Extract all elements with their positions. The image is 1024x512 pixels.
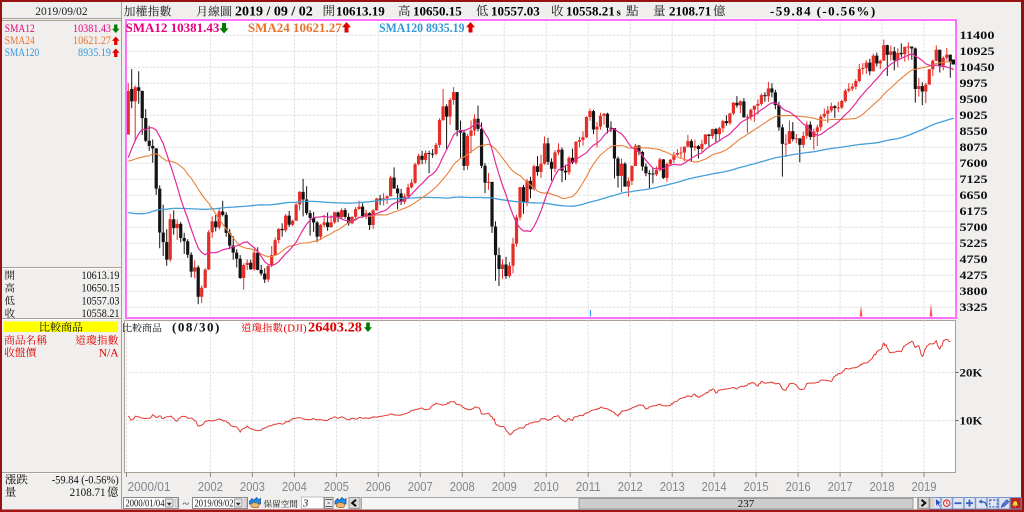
svg-text:2008: 2008	[450, 479, 475, 494]
svg-text:2108.71: 2108.71	[70, 487, 106, 499]
svg-text:2017: 2017	[828, 479, 853, 494]
svg-text:N/A: N/A	[99, 347, 120, 359]
svg-text:10558.21: 10558.21	[566, 4, 615, 19]
svg-text:2004: 2004	[282, 479, 307, 494]
svg-text:6175: 6175	[960, 206, 988, 218]
svg-text:7600: 7600	[960, 158, 988, 170]
svg-text:2019/09/02: 2019/09/02	[235, 5, 313, 20]
svg-text:10450: 10450	[960, 62, 995, 74]
svg-text:SMA12: SMA12	[5, 23, 35, 35]
svg-text:~: ~	[183, 497, 190, 511]
svg-text:6650: 6650	[960, 190, 988, 202]
svg-text:(DJI): (DJI)	[284, 323, 308, 335]
svg-text:9500: 9500	[960, 94, 988, 106]
svg-text:7125: 7125	[960, 174, 988, 186]
svg-text:SMA24: SMA24	[5, 35, 35, 47]
svg-text:SMA120: SMA120	[5, 47, 40, 59]
svg-text:s: s	[617, 7, 622, 19]
svg-text:10650.15: 10650.15	[82, 283, 120, 295]
svg-text:10K: 10K	[960, 416, 983, 428]
svg-text:2016: 2016	[786, 479, 811, 494]
svg-text:SMA12 10381.43: SMA12 10381.43	[126, 20, 220, 35]
svg-text:2006: 2006	[366, 479, 391, 494]
svg-text:2019/09/02: 2019/09/02	[195, 498, 234, 509]
svg-text:-59.84 (-0.56%): -59.84 (-0.56%)	[52, 475, 119, 487]
svg-text:11400: 11400	[960, 30, 995, 42]
svg-text:2005: 2005	[324, 479, 349, 494]
svg-text:8550: 8550	[960, 126, 988, 138]
svg-text:2019/09/02: 2019/09/02	[35, 6, 88, 18]
svg-text:5225: 5225	[960, 238, 988, 250]
svg-text:10925: 10925	[960, 46, 995, 58]
svg-text:SMA24 10621.27: SMA24 10621.27	[248, 20, 342, 35]
svg-text:10613.19: 10613.19	[336, 4, 385, 19]
svg-text:2002: 2002	[198, 479, 223, 494]
svg-text:10558.21: 10558.21	[82, 308, 120, 320]
svg-text:20K: 20K	[960, 367, 983, 379]
svg-text:2003: 2003	[240, 479, 265, 494]
svg-text:3800: 3800	[960, 286, 988, 298]
svg-text:10621.27: 10621.27	[73, 35, 111, 47]
svg-text:10557.03: 10557.03	[491, 4, 540, 19]
svg-text:10613.19: 10613.19	[82, 270, 120, 282]
svg-text:(08/30): (08/30)	[172, 320, 221, 335]
svg-text:10381.43: 10381.43	[73, 23, 111, 35]
svg-text:2007: 2007	[408, 479, 433, 494]
svg-text:4275: 4275	[960, 270, 988, 282]
svg-text:2108.71: 2108.71	[669, 4, 711, 19]
svg-text:2014: 2014	[702, 479, 727, 494]
svg-text:2011: 2011	[576, 479, 601, 494]
svg-text:3: 3	[302, 498, 308, 509]
svg-text:SMA120 8935.19: SMA120 8935.19	[379, 20, 465, 35]
svg-text:2012: 2012	[618, 479, 643, 494]
svg-text:-59.84 (-0.56%): -59.84 (-0.56%)	[770, 4, 877, 19]
svg-text:9975: 9975	[960, 78, 988, 90]
svg-text:2015: 2015	[744, 479, 769, 494]
svg-text:2018: 2018	[870, 479, 895, 494]
svg-text:10557.03: 10557.03	[82, 295, 120, 307]
svg-text:2013: 2013	[660, 479, 685, 494]
svg-text:4750: 4750	[960, 254, 988, 266]
svg-text:2010: 2010	[534, 479, 559, 494]
svg-text:237: 237	[738, 498, 755, 510]
svg-text:8075: 8075	[960, 142, 988, 154]
svg-text:10650.15: 10650.15	[413, 4, 462, 19]
svg-text:3325: 3325	[960, 302, 988, 314]
svg-text:2009: 2009	[492, 479, 517, 494]
svg-text:26403.28: 26403.28	[308, 320, 362, 335]
svg-text:2000/01/04: 2000/01/04	[126, 498, 165, 509]
svg-text:2019: 2019	[912, 479, 937, 494]
svg-text:9025: 9025	[960, 110, 988, 122]
svg-text:5700: 5700	[960, 222, 988, 234]
svg-text:8935.19: 8935.19	[78, 47, 111, 59]
svg-text:2000/01: 2000/01	[128, 479, 171, 494]
